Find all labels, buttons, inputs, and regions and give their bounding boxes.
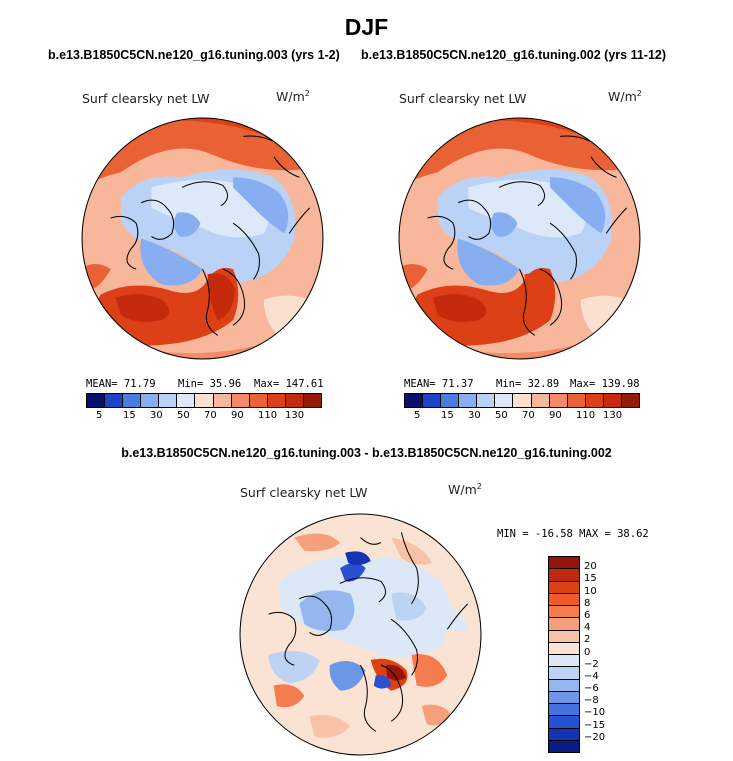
colorbar-tick-label: 110 [258, 410, 278, 421]
panel2-mean: MEAN= 71.37 [404, 378, 474, 390]
colorbar-swatch [249, 394, 268, 407]
colorbar-tick-label: −10 [584, 707, 606, 719]
colorbar-swatch [549, 593, 579, 606]
diff-units: W/m2 [448, 482, 482, 498]
panel1-colorbar-ticks: 5 15 30 50 70 90 110 130 [86, 410, 322, 424]
colorbar-tick-label: 30 [468, 410, 481, 421]
colorbar-swatch [177, 394, 196, 407]
panel1-max: Max= 147.61 [254, 378, 324, 390]
colorbar-swatch [159, 394, 178, 407]
colorbar-tick-label: −15 [584, 719, 606, 731]
colorbar-swatch [267, 394, 286, 407]
colorbar-tick-label: 6 [584, 609, 591, 621]
panel2-polar-map [398, 117, 641, 360]
colorbar-swatch [549, 716, 579, 729]
colorbar-swatch [603, 394, 622, 407]
colorbar-swatch [549, 581, 579, 594]
colorbar-tick-label: 8 [584, 597, 591, 609]
colorbar-swatch [585, 394, 604, 407]
colorbar-tick-label: 30 [150, 410, 163, 421]
colorbar-tick-label: −20 [584, 731, 606, 743]
colorbar-swatch [549, 569, 579, 582]
colorbar-swatch [87, 394, 106, 407]
colorbar-swatch [477, 394, 496, 407]
panel2-min: Min= 32.89 [496, 378, 560, 390]
colorbar-tick-label: 90 [231, 410, 244, 421]
colorbar-swatch [549, 704, 579, 717]
colorbar-tick-label: −2 [584, 658, 599, 670]
colorbar-swatch [105, 394, 124, 407]
colorbar-tick-label: 70 [522, 410, 535, 421]
colorbar-tick-label: 10 [584, 585, 597, 597]
colorbar-swatch [231, 394, 250, 407]
colorbar-swatch [531, 394, 550, 407]
diff-colorbar-ticks: 20 15 10 8 6 4 2 0 −2 −4 −6 −8 −10 −15 −20 [584, 556, 624, 751]
colorbar-swatch [549, 618, 579, 631]
colorbar-swatch [513, 394, 532, 407]
colorbar-tick-label: −8 [584, 695, 599, 707]
panel1-run-title: b.e13.B1850C5CN.ne120_g16.tuning.003 (yr… [48, 48, 340, 62]
colorbar-swatch [141, 394, 160, 407]
diff-field-label: Surf clearsky net LW [240, 485, 368, 500]
colorbar-swatch [549, 728, 579, 741]
panel1-units: W/m2 [276, 89, 310, 105]
panel2-colorbar [404, 393, 640, 408]
colorbar-tick-label: 5 [96, 410, 103, 421]
colorbar-tick-label: 15 [584, 573, 597, 585]
panel2-run-title: b.e13.B1850C5CN.ne120_g16.tuning.002 (yr… [361, 48, 667, 62]
colorbar-swatch [549, 679, 579, 692]
colorbar-swatch [459, 394, 478, 407]
colorbar-swatch [549, 606, 579, 619]
colorbar-swatch [567, 394, 586, 407]
colorbar-tick-label: −6 [584, 683, 599, 695]
panel1-mean: MEAN= 71.79 [86, 378, 156, 390]
colorbar-swatch [405, 394, 424, 407]
colorbar-swatch [285, 394, 304, 407]
panel1-field-label: Surf clearsky net LW [82, 91, 210, 106]
colorbar-swatch [549, 642, 579, 655]
colorbar-swatch [549, 394, 568, 407]
colorbar-swatch [195, 394, 214, 407]
colorbar-swatch [303, 394, 322, 407]
colorbar-tick-label: 5 [414, 410, 421, 421]
colorbar-tick-label: 15 [441, 410, 454, 421]
colorbar-swatch [621, 394, 640, 407]
panel1-polar-map [81, 117, 324, 360]
colorbar-tick-label: 130 [603, 410, 623, 421]
colorbar-swatch [549, 667, 579, 680]
diff-colorbar [548, 556, 580, 753]
colorbar-tick-label: 20 [584, 561, 597, 573]
colorbar-swatch [495, 394, 514, 407]
colorbar-swatch [549, 630, 579, 643]
panel2-max: Max= 139.98 [570, 378, 640, 390]
panel2-units: W/m2 [608, 89, 642, 105]
colorbar-tick-label: 130 [285, 410, 305, 421]
panel1-colorbar [86, 393, 322, 408]
diff-minmax: MIN = -16.58 MAX = 38.62 [497, 528, 649, 540]
diff-polar-map [239, 513, 482, 756]
colorbar-swatch [213, 394, 232, 407]
panel2-field-label: Surf clearsky net LW [399, 91, 527, 106]
difference-title: b.e13.B1850C5CN.ne120_g16.tuning.003 - b… [121, 446, 612, 460]
colorbar-tick-label: 70 [204, 410, 217, 421]
colorbar-swatch [123, 394, 142, 407]
colorbar-tick-label: 15 [123, 410, 136, 421]
colorbar-swatch [423, 394, 442, 407]
page-title: DJF [344, 14, 389, 40]
colorbar-swatch [441, 394, 460, 407]
colorbar-tick-label: 90 [549, 410, 562, 421]
colorbar-swatch [549, 557, 579, 570]
colorbar-tick-label: 2 [584, 634, 591, 646]
panel1-min: Min= 35.96 [178, 378, 242, 390]
colorbar-tick-label: 4 [584, 622, 591, 634]
colorbar-tick-label: 110 [576, 410, 596, 421]
colorbar-tick-label: 0 [584, 646, 591, 658]
colorbar-swatch [549, 740, 579, 752]
colorbar-tick-label: −4 [584, 670, 599, 682]
colorbar-swatch [549, 691, 579, 704]
colorbar-tick-label: 50 [495, 410, 508, 421]
panel2-colorbar-ticks: 5 15 30 50 70 90 110 130 [404, 410, 640, 424]
colorbar-tick-label: 50 [177, 410, 190, 421]
colorbar-swatch [549, 655, 579, 668]
